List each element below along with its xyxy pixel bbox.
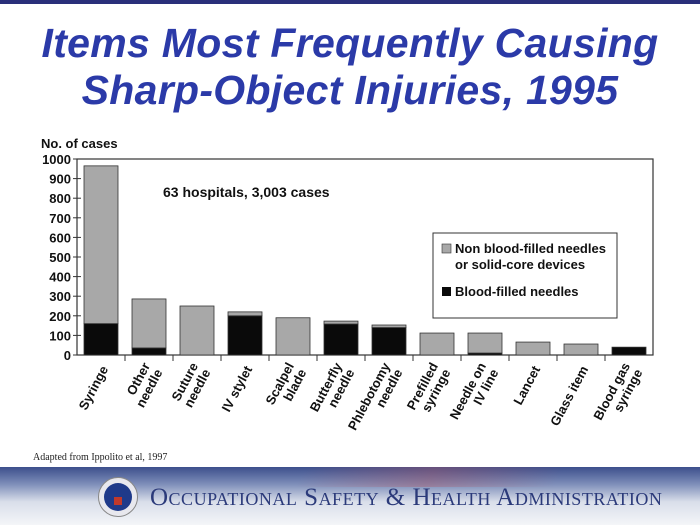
title-line-1: Items Most Frequently Causing: [41, 20, 659, 66]
bar-blood-filled: [371, 327, 407, 356]
y-tick-label: 100: [49, 328, 71, 343]
y-tick-label: 800: [49, 191, 71, 206]
source-note: Adapted from Ippolito et al, 1997: [33, 452, 168, 463]
x-tick-label-line: Glass item: [547, 363, 591, 428]
bar-non-blood-filled: [227, 311, 263, 317]
legend-label-non-blood-1: Non blood-filled needles: [455, 241, 606, 256]
y-tick-label: 400: [49, 270, 71, 285]
y-tick-label: 500: [49, 250, 71, 265]
y-tick-label: 0: [64, 348, 71, 363]
title-line-2: Sharp-Object Injuries, 1995: [81, 67, 619, 113]
x-tick-label: Lancet: [510, 363, 543, 408]
y-tick-label: 200: [49, 309, 71, 324]
slide-title: Items Most Frequently Causing Sharp-Obje…: [0, 20, 700, 114]
x-tick-label: Otherneedle: [120, 360, 165, 410]
legend-swatch-blood: [442, 287, 451, 296]
bar-non-blood-filled: [515, 341, 551, 356]
legend-label-non-blood-2: or solid-core devices: [455, 257, 585, 272]
bar-blood-filled: [611, 346, 647, 356]
bar-non-blood-filled: [275, 317, 311, 356]
y-tick-label: 300: [49, 289, 71, 304]
bar-non-blood-filled: [323, 320, 359, 325]
x-tick-label-line: IV stylet: [219, 363, 256, 415]
x-tick-label: Scalpelblade: [262, 360, 309, 414]
legend-swatch-non-blood: [441, 243, 452, 254]
y-tick-label: 1000: [42, 152, 71, 167]
bar-non-blood-filled: [83, 165, 119, 325]
bar-non-blood-filled: [563, 343, 599, 356]
x-tick-label-line: Syringe: [76, 363, 112, 412]
x-tick-label: Phlebotomyneedle: [345, 359, 406, 439]
x-tick-label: IV stylet: [219, 363, 256, 415]
x-tick-label: Blood gassyringe: [590, 360, 645, 429]
bar-chart: No. of cases 0 100 200 300 400 500 600 700 800 90…: [41, 136, 654, 439]
x-tick-label: Needle onIV line: [447, 360, 502, 429]
y-axis-label: No. of cases: [41, 136, 118, 151]
legend-label-blood: Blood-filled needles: [455, 284, 579, 299]
x-tick-label-line: Lancet: [510, 363, 543, 408]
agency-name: Occupational Safety & Health Administrat…: [150, 484, 663, 511]
x-tick-label: Butterflyneedle: [307, 359, 358, 420]
x-tick-label: Syringe: [76, 363, 112, 412]
chart-annotation: 63 hospitals, 3,003 cases: [163, 184, 330, 200]
bar-non-blood-filled: [371, 324, 407, 328]
bar-non-blood-filled: [467, 332, 503, 354]
bar-blood-filled: [131, 347, 167, 356]
bar-non-blood-filled: [419, 332, 455, 356]
dol-seal-logo: [98, 477, 138, 517]
top-bar: [0, 0, 700, 4]
x-tick-label: Sutureneedle: [168, 360, 213, 410]
bar-blood-filled: [83, 323, 119, 356]
x-tick-label: Prefilledsyringe: [404, 360, 454, 419]
x-tick-label: Glass item: [547, 363, 591, 428]
bar-non-blood-filled: [179, 305, 215, 356]
bar-blood-filled: [323, 323, 359, 356]
legend: Non blood-filled needles or solid-core d…: [432, 232, 618, 319]
y-tick-label: 900: [49, 172, 71, 187]
bar-non-blood-filled: [131, 298, 167, 349]
y-tick-label: 700: [49, 211, 71, 226]
legend-box: [432, 232, 618, 319]
bar-blood-filled: [227, 315, 263, 356]
y-tick-label: 600: [49, 230, 71, 245]
